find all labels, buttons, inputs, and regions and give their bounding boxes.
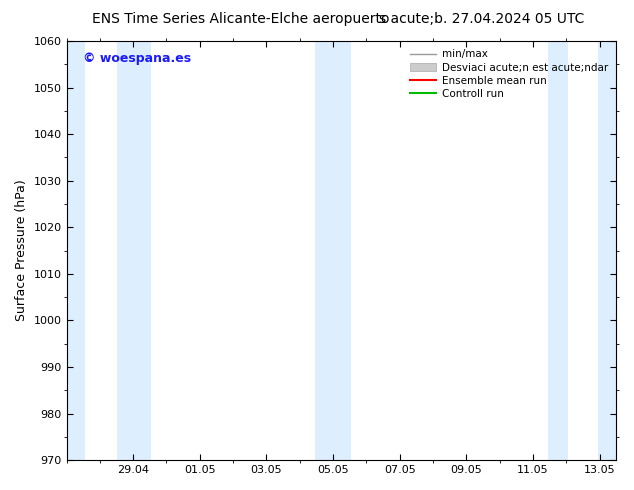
Legend: min/max, Desviaci acute;n est acute;ndar, Ensemble mean run, Controll run: min/max, Desviaci acute;n est acute;ndar… xyxy=(407,46,611,102)
Bar xyxy=(314,41,333,460)
Bar xyxy=(598,41,616,460)
Bar xyxy=(548,41,568,460)
Text: s acute;b. 27.04.2024 05 UTC: s acute;b. 27.04.2024 05 UTC xyxy=(379,12,585,26)
Bar xyxy=(67,41,85,460)
Y-axis label: Surface Pressure (hPa): Surface Pressure (hPa) xyxy=(15,180,28,321)
Bar xyxy=(333,41,351,460)
Bar xyxy=(117,41,152,460)
Text: ENS Time Series Alicante-Elche aeropuerto: ENS Time Series Alicante-Elche aeropuert… xyxy=(92,12,390,26)
Text: © woespana.es: © woespana.es xyxy=(83,51,191,65)
